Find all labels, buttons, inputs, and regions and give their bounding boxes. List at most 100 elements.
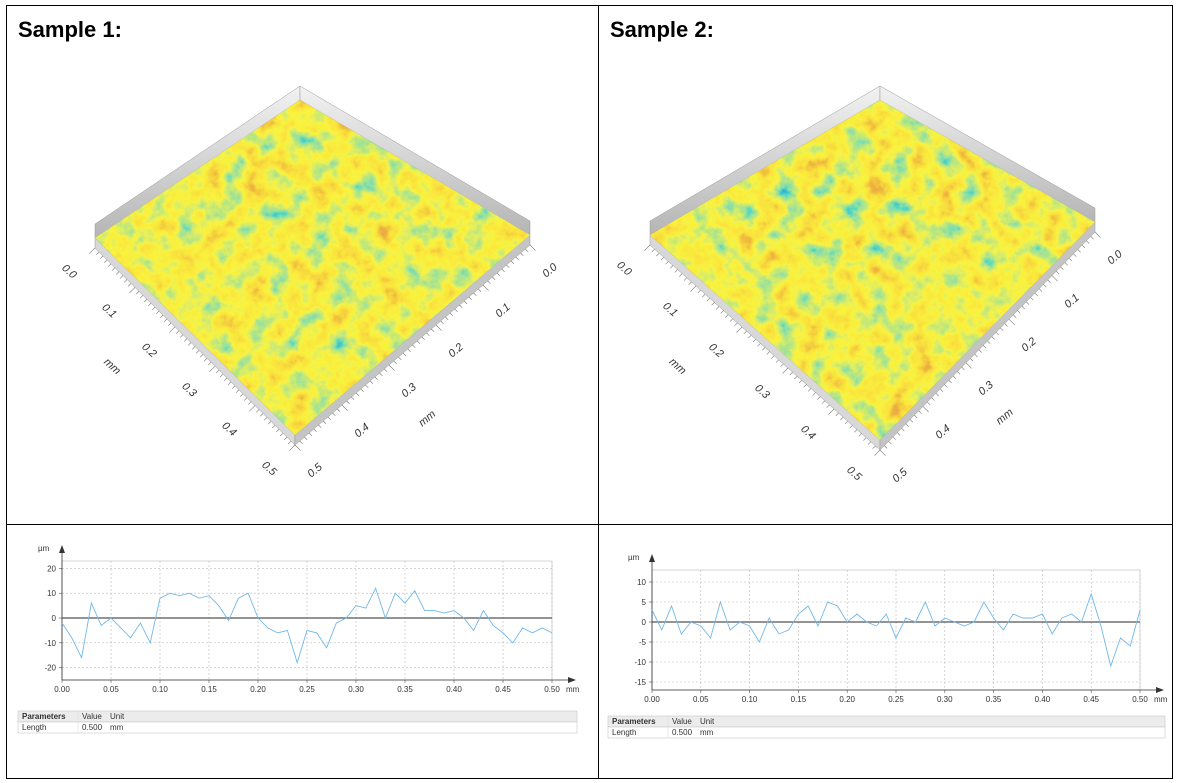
surface-tick-label: 0.5 [259,459,279,479]
surface-tick [867,441,872,445]
surface-tick [931,397,935,401]
surface-tick [1034,292,1038,297]
surface-tick [690,285,697,292]
surface-tick [313,428,317,433]
surface-tick-label: 0.4 [798,423,817,442]
x-tick-label: 0.20 [250,685,266,694]
surface-tick [803,384,807,388]
surface-tick [478,288,482,293]
y-tick-label: -20 [44,664,56,673]
surface-tick [771,355,775,359]
x-axis-arrow [1156,687,1164,693]
surface-tick [398,356,402,361]
surface-tick [757,343,761,347]
surface-tick [761,347,766,351]
surface-tick [1004,323,1008,327]
surface-tick [697,289,701,294]
surface-tick [463,300,468,305]
surface-tick [1056,271,1060,275]
surface-tick [435,324,442,331]
surface-tick [271,425,276,429]
surface-tick [863,437,867,441]
surface-tick [884,445,888,449]
surface-tick [482,284,489,291]
x-tick-label: 0.05 [103,685,119,694]
surface-tick [259,413,264,417]
surface-tick [111,267,116,271]
sample-title: Sample 2: [610,17,714,42]
surface-tick [922,406,929,413]
x-tick-label: 0.35 [397,685,413,694]
surface-tick [294,444,301,451]
surface-tick [440,320,444,325]
table-borders [6,5,1173,779]
surface-tick [807,388,812,392]
surface-tick [374,376,378,381]
surface-topography [95,100,530,435]
surface-tick [957,371,961,375]
surface-tick [725,314,729,318]
surface-tick [952,375,957,379]
surface-tick-label: 0.0 [614,259,634,279]
surface-tick-label: 0.0 [59,262,79,282]
y-axis-unit: µm [628,553,640,562]
x-tick-label: 0.45 [495,685,511,694]
surface-axis-unit: mm [101,356,123,377]
param-header: Parameters [22,712,66,721]
surface-tick [874,449,881,456]
surface-tick [267,421,272,425]
surface-tick [501,268,505,273]
surface-tick [651,248,655,253]
surface-tick [879,449,886,456]
surface-tick-label: 0.1 [99,302,118,321]
surface-tick-label: 0.2 [1019,335,1038,354]
surface-tick [720,310,724,314]
surface-tick-label: 0.2 [139,341,158,360]
surface-tick [183,338,188,342]
x-tick-label: 0.35 [986,695,1002,704]
surface-tick [223,377,228,382]
surface-tick [918,410,922,414]
surface-tick [974,353,978,358]
param-cell: Length [612,728,636,737]
surface-tick [901,427,905,432]
surface-tick [835,412,839,417]
surface-tick [821,400,826,404]
surface-tick [858,433,862,437]
surface-tick [1090,236,1094,240]
surface-tick [99,255,104,259]
x-tick-label: 0.25 [888,695,904,704]
surface-tick [935,393,939,397]
surface-tick [853,429,858,433]
surface-tick [402,352,407,357]
x-tick-label: 0.15 [201,685,217,694]
surface-tick [365,384,369,389]
surface-tick [279,432,284,437]
surface-tick [995,332,1000,336]
surface-tick-label: 0.5 [844,464,864,484]
surface-tick-label: 0.1 [660,300,679,319]
surface-wall [299,85,531,236]
param-cell: mm [700,728,714,737]
surface-tick [175,330,180,334]
surface-tick [235,389,240,393]
y-tick-label: -10 [44,639,56,648]
surface-tick [322,420,327,425]
surface-tick [215,369,220,374]
surface-tick-label: 0.3 [976,378,996,398]
y-tick-label: 10 [637,578,646,587]
surface-tick [849,425,853,429]
surface-tick [987,340,991,345]
surface-tick [905,423,909,427]
surface-tick [706,298,711,302]
surface-tick [169,326,176,333]
surface-tick [520,252,524,257]
surface-tick [151,306,156,311]
x-tick-label: 0.30 [937,695,953,704]
surface-tick [715,306,720,310]
surface-tick-label: 0.2 [706,341,725,360]
surface-tick [473,292,477,297]
surface-tick [203,358,208,362]
x-axis-unit: mm [566,685,580,694]
